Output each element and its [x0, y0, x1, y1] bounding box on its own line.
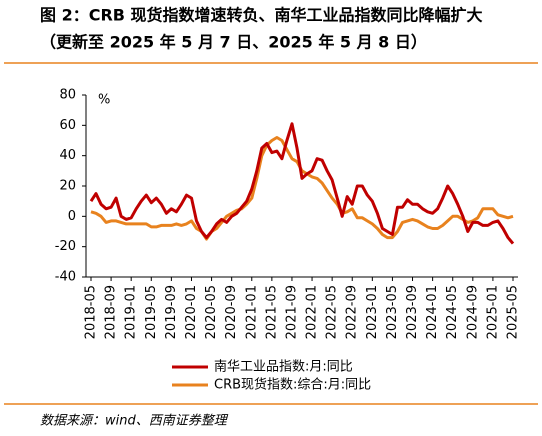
y-tick-label: 40 — [59, 148, 76, 163]
series-line — [89, 122, 515, 245]
x-tick-label: 2021-09 — [284, 285, 299, 339]
chart-subtitle: （更新至 2025 年 5 月 7 日、2025 年 5 月 8 日） — [40, 33, 427, 52]
x-tick-label: 2025-01 — [485, 285, 500, 339]
x-tick-label: 2019-09 — [164, 285, 179, 339]
x-tick-label: 2023-09 — [405, 285, 420, 339]
chart-title: 图 2：CRB 现货指数增速转负、南华工业品指数同比降幅扩大 — [40, 6, 483, 25]
x-tick-label: 2019-01 — [124, 285, 139, 339]
x-tick-label: 2024-01 — [425, 285, 440, 339]
x-tick-label: 2021-05 — [264, 285, 279, 339]
y-tick-label: 20 — [59, 179, 76, 194]
x-tick-label: 2018-09 — [104, 285, 119, 339]
x-tick-label: 2025-05 — [506, 285, 521, 339]
x-tick-label: 2021-01 — [244, 285, 259, 339]
x-tick-label: 2020-05 — [204, 285, 219, 339]
x-tick-label: 2024-09 — [465, 285, 480, 339]
x-tick-label: 2020-09 — [224, 285, 239, 339]
x-tick-label: 2024-05 — [445, 285, 460, 339]
y-tick-label: 0 — [68, 209, 76, 224]
y-tick-label: -40 — [55, 270, 76, 285]
y-tick-label: 60 — [59, 118, 76, 133]
x-tick-label: 2020-01 — [184, 285, 199, 339]
unit-label: % — [98, 93, 110, 108]
y-tick-label: 80 — [59, 88, 76, 103]
x-tick-label: 2022-01 — [305, 285, 320, 339]
source: 数据来源：wind、西南证券整理 — [40, 414, 229, 429]
x-tick-label: 2018-05 — [84, 285, 99, 339]
legend-label: 南华工业品指数:月:同比 — [214, 359, 353, 375]
x-tick-label: 2019-05 — [144, 285, 159, 339]
x-tick-label: 2022-05 — [325, 285, 340, 339]
legend-label: CRB现货指数:综合:月:同比 — [214, 377, 371, 393]
x-tick-label: 2022-09 — [345, 285, 360, 339]
x-tick-label: 2023-01 — [365, 285, 380, 339]
y-tick-label: -20 — [55, 239, 76, 254]
x-tick-label: 2023-05 — [385, 285, 400, 339]
